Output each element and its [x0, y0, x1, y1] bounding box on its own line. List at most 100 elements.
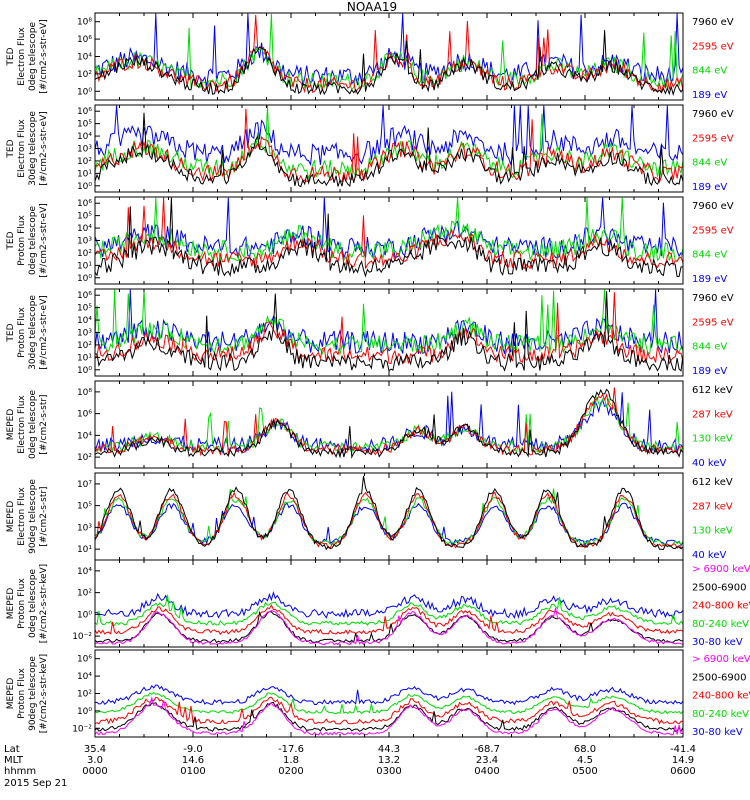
- x-tick-label-mlt: 13.2: [378, 755, 400, 766]
- series-line: [95, 197, 683, 278]
- panel-5: 10² 10⁴ 10⁶ 10⁸ MEPED Electron Flux 0deg teles…: [6, 380, 733, 469]
- x-tick-label-mlt: 3.0: [87, 755, 103, 766]
- legend-label: 2595 eV: [692, 41, 734, 52]
- series-line: [95, 701, 683, 733]
- y-tick-label: 10³: [77, 329, 92, 339]
- panel-6: 10¹ 10³ 10⁵ 10⁷ MEPED Electron Flux 90deg tele…: [6, 472, 733, 561]
- legend-label: 2500-6900: [692, 582, 747, 593]
- y-tick-label: 10¹: [77, 545, 92, 555]
- y-axis-label: 0deg telescope: [28, 206, 38, 276]
- y-tick-label: 10⁴: [77, 672, 92, 682]
- legend-label: 612 keV: [692, 385, 733, 396]
- y-tick-label: 10⁶: [77, 199, 92, 209]
- y-tick-label: 10³: [77, 145, 92, 155]
- legend-label: 40 keV: [692, 550, 726, 561]
- series-line: [95, 13, 683, 87]
- panel-data: [95, 475, 683, 551]
- legend-label: 7960 eV: [692, 109, 734, 120]
- y-axis-label: 90deg telescope: [28, 479, 38, 554]
- y-axis-label: [#/cm2-s-str]: [39, 486, 49, 546]
- legend-label: 844 eV: [692, 158, 727, 169]
- y-axis-label: 90deg telescope: [28, 656, 38, 731]
- y-tick-label: 10¹: [77, 261, 92, 271]
- y-tick-label: 10⁸: [77, 388, 92, 398]
- x-tick-label-lat: -9.0: [183, 744, 203, 755]
- legend-label: 40 keV: [692, 458, 726, 469]
- y-tick-label: 10²: [77, 690, 92, 700]
- legend-label: 844 eV: [692, 342, 727, 353]
- series-line: [95, 289, 683, 356]
- panel-data: [95, 13, 683, 97]
- y-axis-label: 0deg telescope: [28, 569, 38, 639]
- x-tick-label-lat: -17.6: [278, 744, 304, 755]
- legend-label: 2595 eV: [692, 317, 734, 328]
- y-tick-label: 10²: [77, 157, 92, 167]
- series-line: [95, 387, 683, 457]
- legend-label: 189 eV: [692, 182, 727, 193]
- series-line: [95, 491, 683, 550]
- y-axis-label: Electron Flux: [17, 27, 27, 86]
- panel-data: [95, 289, 683, 372]
- y-axis-label: Electron Flux: [17, 487, 27, 546]
- y-tick-label: 10²: [77, 70, 92, 80]
- y-axis-label: TED: [6, 47, 16, 66]
- y-tick-label: 10⁷: [77, 480, 92, 490]
- y-tick-label: 10⁻²: [72, 724, 92, 734]
- series-line: [95, 292, 683, 365]
- series-line: [95, 684, 683, 706]
- legend-label: 7960 eV: [692, 17, 734, 28]
- y-axis-label: 0deg telescope: [28, 390, 38, 460]
- series-line: [95, 30, 683, 97]
- y-tick-label: 10⁶: [77, 35, 92, 45]
- y-tick-label: 10²: [77, 249, 92, 259]
- y-tick-label: 10⁰: [77, 87, 92, 97]
- x-tick-label-lat: 44.3: [378, 744, 400, 755]
- y-tick-label: 10⁰: [77, 366, 92, 376]
- y-tick-label: 10⁶: [77, 410, 92, 420]
- legend-label: 7960 eV: [692, 201, 734, 212]
- x-tick-label-hhmm: 0400: [474, 766, 499, 777]
- series-line: [95, 591, 683, 620]
- legend-label: > 6900 keV: [692, 654, 750, 665]
- series-line: [95, 475, 683, 551]
- series-line: [95, 696, 683, 725]
- series-line: [95, 604, 683, 635]
- legend-label: 7960 eV: [692, 293, 734, 304]
- y-tick-label: 10⁶: [77, 107, 92, 117]
- series-line: [95, 696, 683, 736]
- series-line: [95, 291, 683, 372]
- panel-data: [95, 591, 683, 646]
- y-axis-label: Electron Flux: [17, 395, 27, 454]
- y-tick-label: 10⁰: [77, 707, 92, 717]
- y-tick-label: 10³: [77, 237, 92, 247]
- legend-label: 240-800 keV: [692, 691, 750, 702]
- series-line: [95, 197, 683, 270]
- panel-4: 10⁰ 10¹ 10² 10³ 10⁴ 10⁵ 10⁶ TED Proton Flux 30deg…: [6, 288, 734, 377]
- legend-label: 844 eV: [692, 66, 727, 77]
- series-line: [95, 112, 683, 188]
- legend-label: 287 keV: [692, 501, 733, 512]
- x-row-label-lat: Lat: [4, 744, 20, 755]
- series-line: [95, 388, 683, 459]
- x-tick-label-mlt: 14.6: [182, 755, 204, 766]
- y-axis-label: MEPED: [6, 678, 16, 710]
- x-tick-label-lat: -68.7: [474, 744, 500, 755]
- x-tick-label-mlt: 23.4: [476, 755, 498, 766]
- legend-label: 130 keV: [692, 526, 733, 537]
- y-axis-label: 30deg telescope: [28, 295, 38, 370]
- y-tick-label: 10²: [77, 341, 92, 351]
- y-axis-label: Proton Flux: [17, 668, 27, 719]
- y-tick-label: 10²: [77, 453, 92, 463]
- y-axis-label: [#/cm2-s-str-eV]: [39, 111, 49, 186]
- legend-label: 2595 eV: [692, 225, 734, 236]
- panel-2: 10⁰ 10¹ 10² 10³ 10⁴ 10⁵ 10⁶ TED Electron Flux 30d…: [6, 104, 734, 193]
- x-tick-label-hhmm: 0300: [376, 766, 401, 777]
- panel-frame: [94, 380, 684, 469]
- panel-8: 10⁻² 10⁰ 10² 10⁴ 10⁶ MEPED Proton Flux 90deg te…: [6, 649, 750, 738]
- x-tick-label-lat: 68.0: [574, 744, 596, 755]
- y-axis-label: Proton Flux: [17, 307, 27, 358]
- legend-label: 189 eV: [692, 90, 727, 101]
- x-tick-label-lat: 35.4: [84, 744, 106, 755]
